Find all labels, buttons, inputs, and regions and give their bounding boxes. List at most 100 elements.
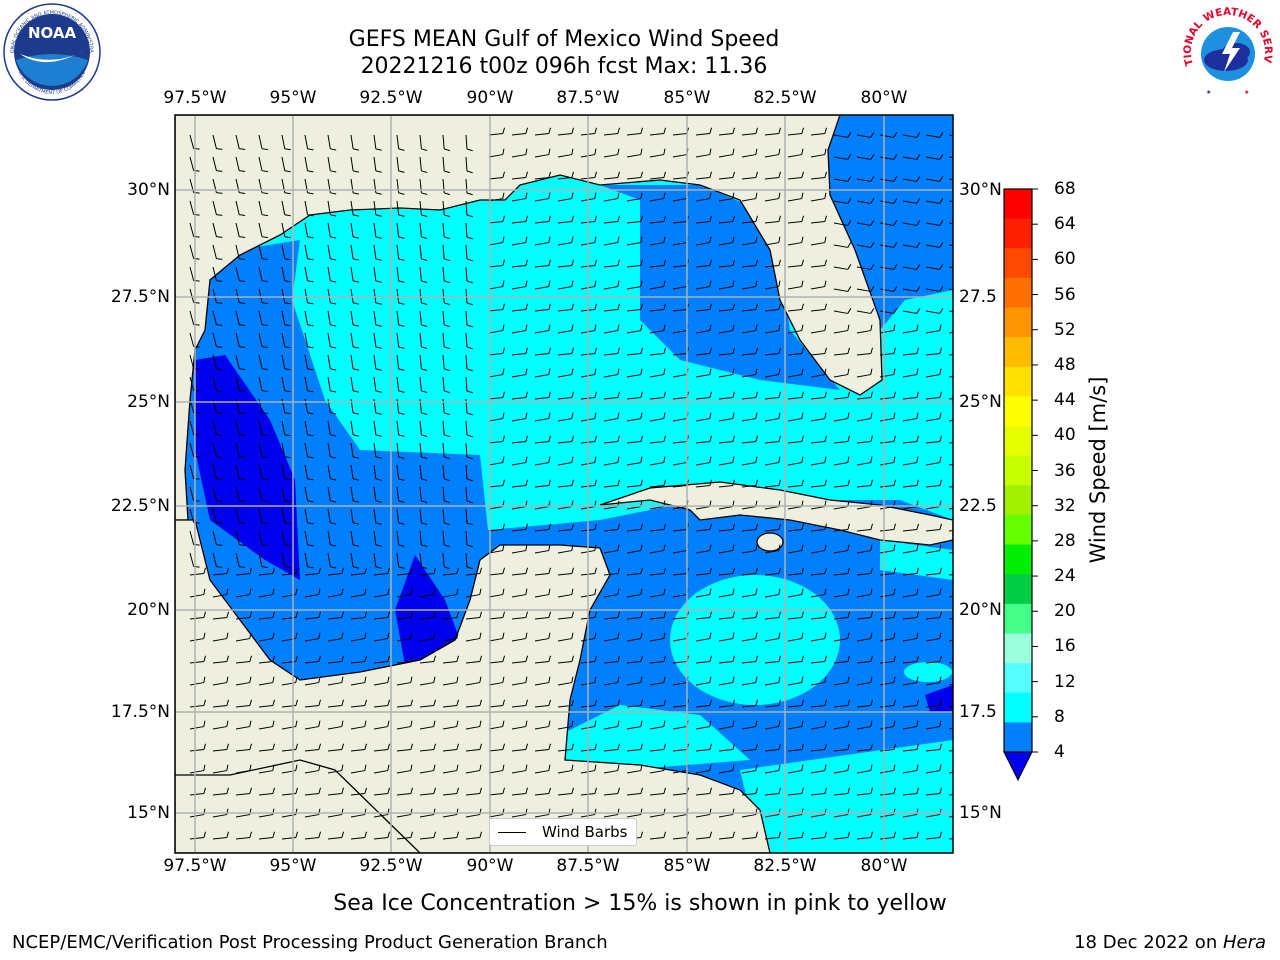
wind-barb [764, 787, 781, 796]
wind-barb [764, 347, 781, 356]
wind-barb [442, 442, 451, 460]
wind-barb [741, 567, 758, 576]
wind-barb [879, 264, 898, 270]
wind-barb [810, 127, 827, 136]
wind-barb [603, 632, 620, 642]
wind-barb [212, 464, 223, 480]
wind-barb [488, 192, 505, 202]
wind-barb [856, 264, 875, 270]
wind-barb [810, 743, 827, 752]
wind-barb [189, 632, 206, 642]
wind-barb [925, 242, 944, 248]
wind-barb [327, 676, 344, 686]
wind-barb [603, 368, 620, 378]
wind-barb [902, 676, 919, 686]
wind-barb [695, 148, 712, 158]
wind-barb [281, 376, 291, 393]
wind-barb [511, 412, 528, 422]
wind-barb [327, 743, 344, 752]
wind-barb [465, 244, 473, 262]
wind-barb [212, 266, 223, 282]
wind-barb [189, 655, 206, 664]
wind-barb [649, 280, 666, 290]
wind-barb [948, 618, 953, 620]
wind-barb [787, 523, 804, 532]
wind-barb [511, 676, 528, 686]
wind-barb [649, 720, 666, 730]
wind-barb [948, 639, 953, 642]
map-area [175, 115, 953, 853]
wind-barb [258, 200, 268, 217]
wind-barb [695, 655, 712, 664]
wind-barb [235, 632, 252, 642]
wind-barb [511, 720, 528, 730]
wind-barb [810, 148, 827, 158]
wind-barb [258, 588, 275, 598]
wind-barb [902, 655, 919, 664]
wind-barb [189, 720, 206, 730]
colorbar-tick-label: 36 [1054, 460, 1076, 481]
wind-barb [373, 632, 390, 642]
wind-barb [948, 156, 953, 159]
lon-label-top: 80°W [860, 88, 908, 108]
wind-barb [511, 280, 528, 290]
wind-barb [879, 154, 898, 160]
wind-barb [511, 391, 528, 400]
wind-barb [695, 544, 712, 554]
wind-barb [419, 787, 436, 796]
wind-barb [281, 442, 291, 459]
lat-label-right: 30°N [959, 180, 1002, 200]
wind-barb [212, 655, 229, 664]
wind-barb [557, 720, 574, 730]
wind-barb [419, 743, 436, 752]
wind-barb [281, 310, 291, 327]
wind-barb [741, 412, 758, 422]
wind-barb [235, 676, 252, 686]
wind-barb [327, 699, 344, 708]
footer-date: 18 Dec 2022 on Hera [1074, 932, 1266, 953]
wind-barb [741, 303, 758, 312]
map-frame [174, 114, 954, 854]
wind-barb [373, 508, 382, 525]
wind-barb [488, 787, 505, 796]
colorbar-tick-label: 44 [1054, 390, 1076, 411]
wind-barb [235, 567, 252, 576]
wind-barb [534, 148, 551, 158]
wind-barb [810, 720, 827, 730]
wind-barb [235, 743, 252, 752]
wind-barb [419, 464, 428, 482]
wind-barb [327, 530, 337, 547]
wind-barb [764, 215, 781, 224]
wind-barb [695, 456, 712, 466]
wind-barb [695, 831, 712, 840]
wind-barb [626, 236, 643, 246]
wind-barb [902, 611, 919, 620]
wind-barb [212, 530, 223, 546]
wind-barb [350, 530, 360, 547]
noaa-logo: NOAA NATIONAL OCEANIC AND ATMOSPHERIC AD… [2, 2, 101, 101]
wind-barb [557, 280, 574, 290]
lat-label-right: 25°N [959, 392, 1002, 412]
wind-barb [718, 412, 735, 422]
map-title: GEFS MEAN Gulf of Mexico Wind Speed [348, 27, 780, 52]
wind-barb [396, 354, 405, 371]
wind-barb [465, 567, 482, 576]
wind-barb [534, 303, 551, 312]
wind-barb [442, 156, 451, 174]
wind-barb [488, 303, 505, 312]
wind-barb [534, 127, 551, 136]
wind-barb [948, 815, 953, 818]
wind-barb [488, 479, 505, 488]
wind-barb [718, 699, 735, 708]
wind-barb [649, 127, 666, 136]
wind-barb [718, 743, 735, 752]
wind-barb [649, 655, 666, 664]
wind-barb [212, 486, 223, 502]
wind-barb [557, 127, 574, 136]
lat-label-right: 22.5 [959, 496, 997, 516]
wind-barb [787, 764, 804, 774]
wind-barb [741, 192, 758, 202]
wind-barb [281, 332, 291, 349]
wind-barb [787, 391, 804, 400]
wind-barb [327, 552, 337, 569]
